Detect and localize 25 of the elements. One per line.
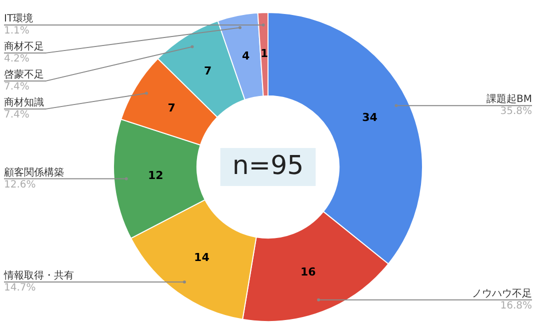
slice-label: ノウハウ不足 <box>472 288 532 300</box>
data-label: 1 <box>260 47 268 60</box>
text: 14.7% <box>4 282 36 294</box>
slice-label: 課題起BM <box>486 93 532 106</box>
slice-label: 顧客関係構築 <box>4 166 64 178</box>
text: 7.4% <box>4 110 30 121</box>
text: 4.2% <box>4 54 30 65</box>
slice-label: IT環境 <box>4 12 34 25</box>
slice-label: 情報取得・共有 <box>3 270 74 282</box>
slice-label: 商材知識 <box>4 96 44 109</box>
text: 35.8% <box>500 106 532 118</box>
text: 7.4% <box>4 82 30 93</box>
data-label: 34 <box>362 111 378 124</box>
data-label: 12 <box>148 169 164 182</box>
data-label: 7 <box>204 64 212 78</box>
slice-label: 商材不足 <box>4 40 44 53</box>
slice-label: 啓蒙不足 <box>4 68 44 81</box>
data-label: 7 <box>168 101 176 114</box>
data-label: 4 <box>242 49 250 62</box>
text: n=95 <box>232 150 304 181</box>
data-label: 14 <box>194 251 210 264</box>
text: 1.1% <box>4 26 30 37</box>
data-label: 16 <box>300 265 316 278</box>
text: 12.6% <box>4 179 36 190</box>
text: 16.8% <box>500 300 532 312</box>
